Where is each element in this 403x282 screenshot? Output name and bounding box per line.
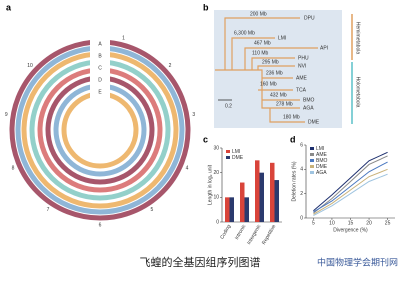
legend-swatch: [310, 165, 314, 168]
tree-label: 278 Mb: [276, 101, 293, 107]
tree-label: DPU: [304, 15, 315, 21]
panel-label: c: [203, 134, 208, 144]
chromosome-label: 4: [186, 166, 189, 172]
tree-label: 467 Mb: [254, 40, 271, 46]
y-tick-label: 4: [300, 167, 303, 173]
tree-branches: [214, 10, 353, 128]
ring-label: A: [98, 41, 102, 47]
x-tick-label: Intergenic: [246, 223, 262, 245]
x-tick-label: 10: [329, 220, 335, 226]
x-tick-label: 15: [348, 220, 354, 226]
y-tick-label: 10: [213, 195, 219, 201]
caption: 飞蝗的全基因组序列图谱: [140, 255, 261, 269]
tree-label: LMI: [278, 35, 286, 41]
chromosome-label: 7: [47, 207, 50, 213]
tree-branch: [215, 17, 318, 123]
tree-label: DME: [308, 119, 320, 125]
bar: [259, 172, 264, 222]
x-tick-label: Repetitive: [261, 223, 277, 245]
x-tick-label: Intronic: [234, 223, 248, 241]
tree-label: 295 Mb: [262, 59, 279, 65]
bar: [270, 162, 275, 222]
tree-label: 180 Mb: [283, 114, 300, 120]
tree-label: 6,300 Mb: [234, 30, 255, 36]
tree-label: AME: [296, 75, 308, 81]
panel-label: b: [203, 2, 209, 12]
tree-label: 200 Mb: [250, 11, 267, 17]
tree-label: NVI: [298, 63, 306, 69]
bar: [229, 197, 234, 222]
series-line: [313, 151, 388, 212]
tree-label: PHU: [298, 55, 309, 61]
x-tick-label: 25: [385, 220, 391, 226]
series-line: [313, 155, 388, 214]
ring-label: D: [98, 77, 102, 83]
panel-label: d: [290, 134, 296, 144]
legend-swatch: [310, 153, 314, 156]
y-axis-label: Length in log₂ unit: [207, 164, 213, 205]
tree-label: AGA: [303, 105, 314, 111]
chromosome-label: 3: [192, 112, 195, 118]
circos-gap: [90, 38, 110, 100]
chromosome-label: 6: [99, 222, 102, 228]
tree-background: [214, 10, 342, 128]
x-tick-label: Coding: [219, 223, 232, 240]
legend-label: AME: [316, 152, 328, 158]
circos-core: [70, 100, 130, 160]
y-tick-label: 0: [300, 215, 303, 221]
chromosome-label: 9: [5, 112, 8, 118]
y-axis-label: Deletion rates (%): [291, 161, 297, 201]
series-line: [313, 173, 388, 217]
legend-swatch: [310, 171, 314, 174]
tree-label: 0.2: [225, 103, 232, 109]
legend-label: AGA: [316, 170, 327, 176]
tree-label: 160 Mb: [260, 81, 277, 87]
y-tick-label: 30: [213, 145, 219, 151]
group-label: Hemimetabola: [355, 22, 361, 54]
legend-label: LMI: [316, 146, 324, 152]
bar: [255, 160, 260, 222]
y-tick-label: 6: [300, 142, 303, 148]
watermark: 中国物理学会期刊网: [317, 256, 398, 267]
chromosome-label: 1: [122, 35, 125, 41]
chromosome-label: 10: [27, 63, 33, 69]
panel-label: a: [6, 2, 12, 12]
x-tick-label: 20: [366, 220, 372, 226]
tree-label: 432 Mb: [270, 92, 287, 98]
chromosome-label: 5: [151, 207, 154, 213]
y-tick-label: 2: [300, 191, 303, 197]
x-axis-label: Divergence (%): [333, 227, 368, 233]
y-tick-label: 0: [216, 219, 219, 225]
chromosome-label: 8: [12, 166, 15, 172]
tree-label: TCA: [296, 87, 307, 93]
legend-swatch: [310, 147, 314, 150]
legend-label: DME: [232, 155, 244, 161]
legend-label: BMO: [316, 158, 328, 164]
tree-label: 110 Mb: [252, 50, 269, 56]
bar: [225, 197, 230, 222]
bar: [274, 180, 279, 222]
tree-label: BMO: [303, 97, 315, 103]
series-line: [313, 161, 388, 213]
tree-label: API: [320, 45, 328, 51]
ring-label: E: [98, 89, 102, 95]
group-label: Holometabola: [355, 77, 361, 108]
tree-label: 236 Mb: [266, 70, 283, 76]
bar: [244, 197, 249, 222]
x-tick-label: 5: [312, 220, 315, 226]
series-line: [313, 168, 388, 215]
legend-swatch: [226, 156, 230, 159]
ring-label: B: [98, 53, 102, 59]
bar: [240, 182, 245, 222]
chromosome-label: 2: [169, 63, 172, 69]
y-tick-label: 20: [213, 170, 219, 176]
legend-label: DME: [316, 164, 328, 170]
legend-label: LMI: [232, 149, 240, 155]
legend-swatch: [226, 150, 230, 153]
legend-swatch: [310, 159, 314, 162]
ring-label: C: [98, 65, 102, 71]
